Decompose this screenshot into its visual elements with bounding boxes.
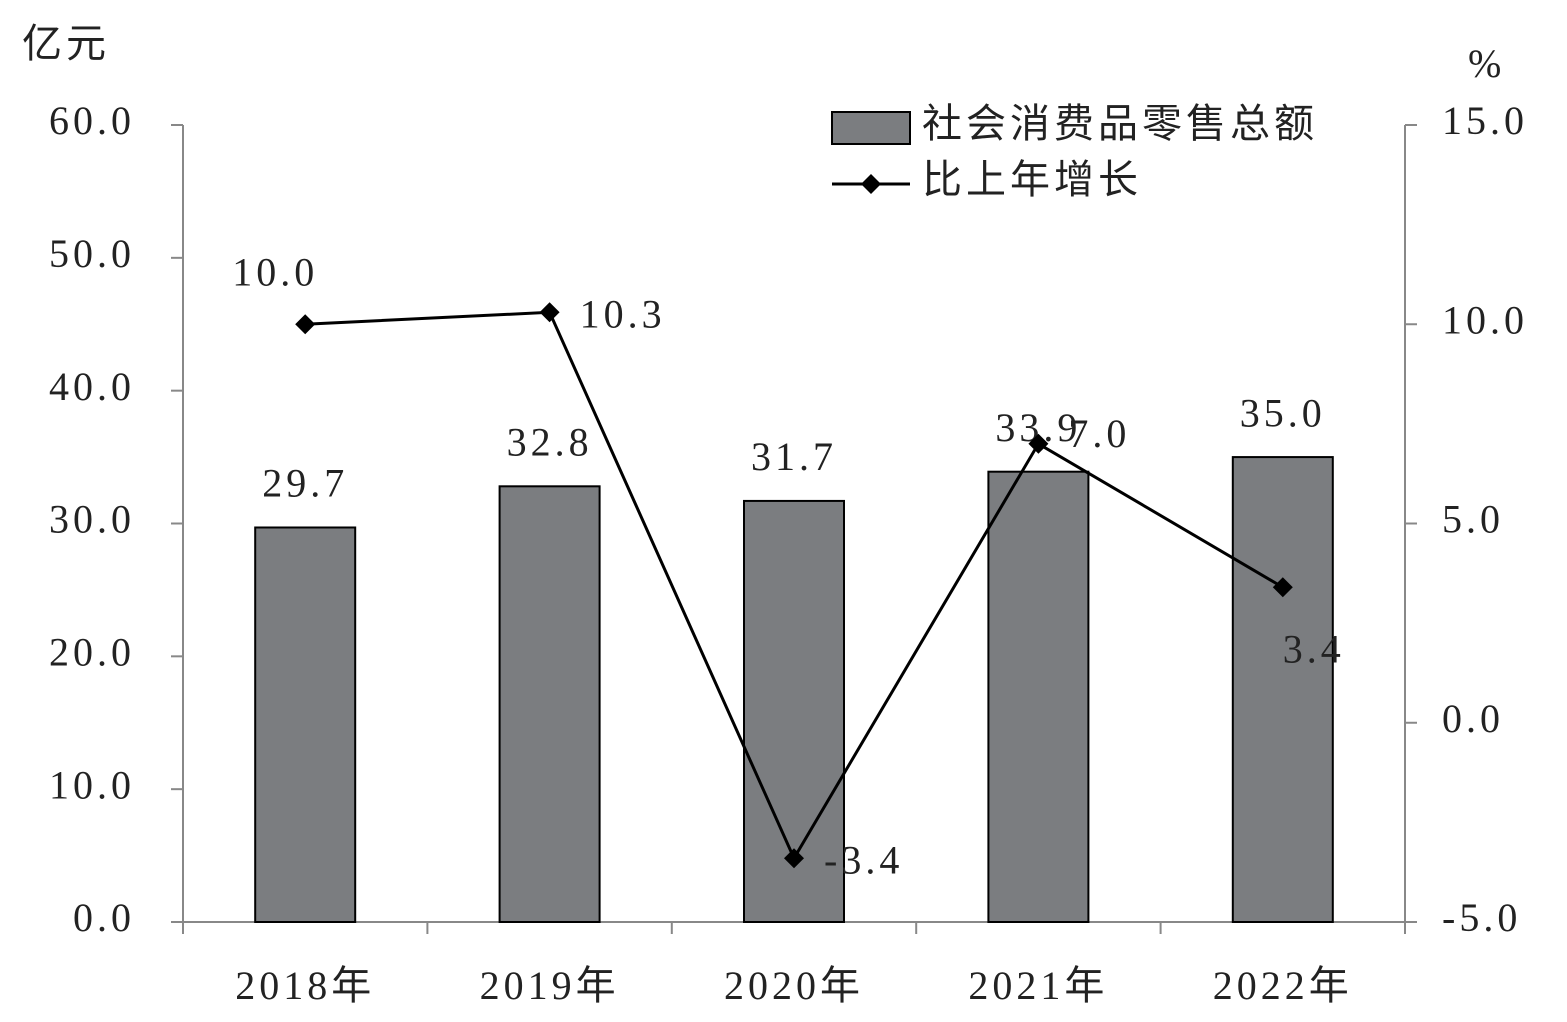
y-tick-label: 20.0 <box>49 630 135 675</box>
y-tick-label: 50.0 <box>49 231 135 276</box>
line-value-label: 10.3 <box>580 291 666 336</box>
line-marker <box>295 314 316 335</box>
y-tick-label: 0.0 <box>73 895 135 940</box>
y2-unit: % <box>1468 41 1505 86</box>
legend-swatch <box>831 111 911 145</box>
y2-tick-label: 10.0 <box>1442 297 1528 342</box>
line-value-label: 10.0 <box>232 249 318 294</box>
line-value-label: 3.4 <box>1283 626 1345 671</box>
line-marker <box>1272 577 1293 598</box>
legend-label: 比上年增长 <box>922 157 1142 202</box>
y-tick-label: 30.0 <box>49 497 135 542</box>
x-tick-label: 2022年 <box>1213 963 1353 1008</box>
bar <box>254 526 357 923</box>
legend-label: 社会消费品零售总额 <box>922 101 1318 146</box>
bar <box>987 470 1090 923</box>
bar <box>1231 456 1334 923</box>
legend-marker <box>861 174 881 194</box>
line-marker <box>539 302 560 323</box>
line-value-label: -3.4 <box>824 837 903 882</box>
y-unit: 亿元 <box>22 21 110 66</box>
bar-value-label: 32.8 <box>507 419 593 464</box>
y2-tick-label: -5.0 <box>1442 895 1521 940</box>
y-tick-label: 10.0 <box>49 762 135 807</box>
y2-tick-label: 0.0 <box>1442 696 1504 741</box>
y-tick-label: 60.0 <box>49 98 135 143</box>
line-value-label: 7.0 <box>1068 411 1130 456</box>
y2-tick-label: 5.0 <box>1442 497 1504 542</box>
line-marker <box>784 848 804 869</box>
x-tick-label: 2021年 <box>968 963 1108 1008</box>
y2-tick-label: 15.0 <box>1442 98 1528 143</box>
y-tick-label: 40.0 <box>49 364 135 409</box>
x-tick-label: 2019年 <box>480 963 620 1008</box>
bar <box>498 485 601 923</box>
line-marker <box>1028 433 1049 454</box>
bar-value-label: 35.0 <box>1240 390 1326 435</box>
bar-value-label: 31.7 <box>751 434 837 479</box>
bar-value-label: 29.7 <box>262 461 348 506</box>
x-tick-label: 2018年 <box>235 963 375 1008</box>
x-tick-label: 2020年 <box>724 963 864 1008</box>
